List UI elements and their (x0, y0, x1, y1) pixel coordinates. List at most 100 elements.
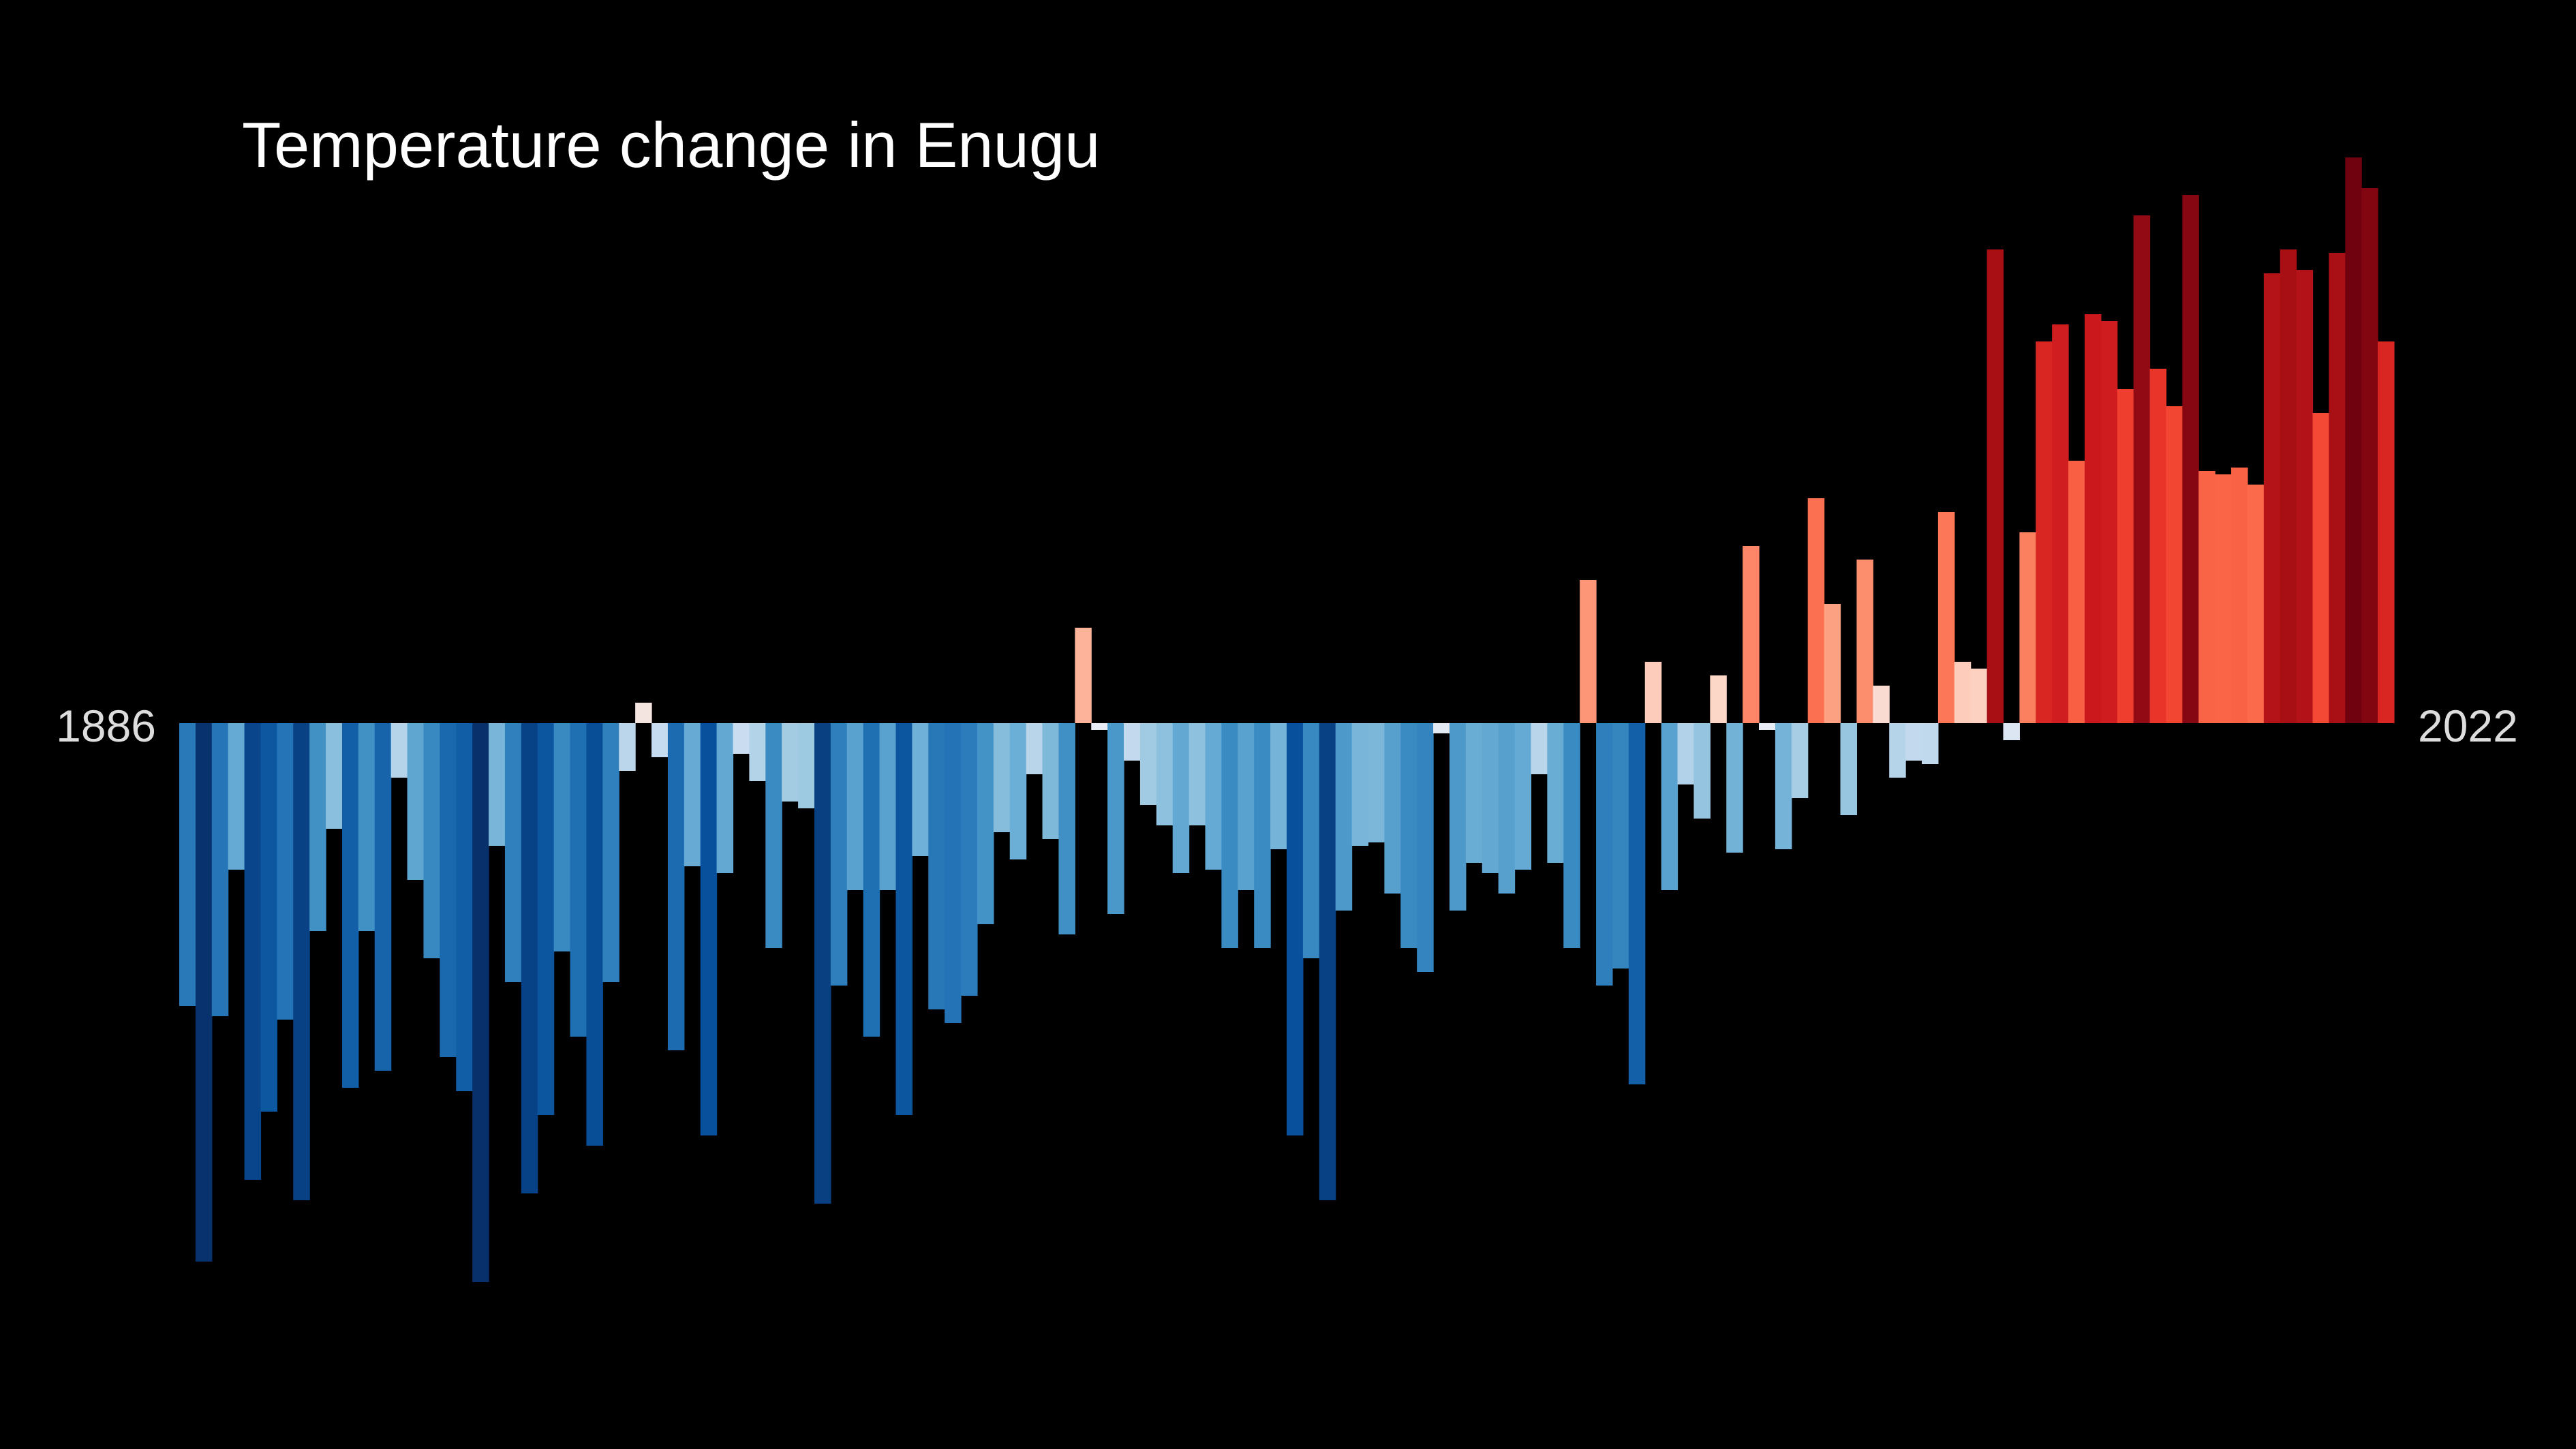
bar-1968 (1514, 723, 1532, 870)
bar-series (179, 157, 2395, 1282)
bar-1891 (260, 723, 277, 1112)
bar-1954 (1287, 723, 1304, 1135)
bar-1965 (1465, 723, 1483, 863)
bar-1945 (1139, 723, 1157, 805)
bar-1942 (1091, 723, 1108, 730)
bar-1923 (782, 723, 799, 802)
bar-1903 (456, 723, 473, 1091)
bar-1899 (390, 723, 408, 778)
bar-1905 (489, 723, 506, 846)
bar-1944 (1124, 723, 1141, 761)
bar-2007 (2149, 369, 2167, 723)
bar-1930 (895, 723, 913, 1115)
bar-1958 (1351, 723, 1369, 846)
bar-1907 (521, 723, 538, 1193)
bar-1977 (1661, 723, 1678, 890)
bar-1941 (1075, 628, 1092, 723)
bar-1953 (1270, 723, 1287, 849)
bar-1898 (374, 723, 392, 1071)
bar-1940 (1058, 723, 1075, 934)
bar-1991 (1889, 723, 1906, 778)
bar-2008 (2166, 406, 2183, 723)
bar-1909 (553, 723, 571, 951)
bar-1976 (1644, 662, 1662, 723)
bar-1914 (635, 703, 652, 723)
bar-2002 (2068, 461, 2085, 723)
bar-1992 (1905, 723, 1922, 761)
bar-1919 (716, 723, 734, 873)
bar-1916 (667, 723, 685, 1050)
bar-1967 (1498, 723, 1516, 894)
bar-2014 (2263, 273, 2281, 723)
bar-1951 (1238, 723, 1255, 890)
bar-1978 (1677, 723, 1695, 784)
bar-1922 (765, 723, 782, 948)
bar-1936 (993, 723, 1011, 832)
bar-1999 (2019, 532, 2036, 723)
bar-1893 (293, 723, 310, 1200)
bar-2016 (2296, 270, 2314, 723)
bar-1994 (1937, 512, 1955, 723)
bar-1993 (1921, 723, 1939, 764)
bar-1896 (341, 723, 359, 1088)
bar-1985 (1791, 723, 1809, 798)
bar-1995 (1954, 662, 1972, 723)
bar-2021 (2378, 341, 2395, 723)
bar-1887 (195, 723, 213, 1262)
bar-1979 (1693, 723, 1711, 819)
bar-1974 (1612, 723, 1629, 968)
bar-1908 (537, 723, 555, 1115)
bar-1890 (244, 723, 262, 1180)
bar-1886 (179, 723, 196, 1006)
bar-2013 (2247, 485, 2265, 723)
bar-1982 (1743, 546, 1760, 723)
bar-1918 (700, 723, 718, 1135)
bar-1986 (1807, 498, 1825, 723)
bar-1937 (1009, 723, 1027, 859)
bar-1996 (1970, 669, 1988, 723)
bar-1984 (1775, 723, 1792, 849)
bar-1981 (1726, 723, 1743, 853)
bar-1980 (1710, 675, 1727, 723)
bar-1988 (1840, 723, 1857, 815)
bar-2006 (2133, 215, 2151, 723)
bar-1924 (798, 723, 815, 808)
bar-1939 (1042, 723, 1060, 839)
bar-1927 (846, 723, 864, 890)
bar-1972 (1580, 580, 1597, 723)
bar-1990 (1873, 686, 1890, 723)
bar-1906 (504, 723, 522, 982)
bar-1915 (651, 723, 669, 757)
chart-title: Temperature change in Enugu (242, 109, 1100, 181)
bar-1998 (2003, 723, 2020, 740)
bar-1956 (1319, 723, 1336, 1200)
bar-2001 (2052, 324, 2069, 723)
bar-1959 (1368, 723, 1385, 842)
bar-1975 (1628, 723, 1646, 1084)
bar-1913 (619, 723, 636, 771)
bar-1964 (1449, 723, 1467, 911)
bar-1950 (1221, 723, 1238, 948)
bar-1902 (440, 723, 457, 1057)
bar-1894 (309, 723, 326, 931)
bar-1928 (863, 723, 880, 1037)
bar-1987 (1824, 604, 1841, 723)
bar-1900 (407, 723, 425, 880)
bar-1971 (1563, 723, 1580, 948)
bar-1931 (912, 723, 929, 856)
bar-1910 (570, 723, 587, 1037)
bar-1920 (733, 723, 750, 754)
bar-2019 (2345, 157, 2362, 723)
bar-2020 (2361, 188, 2378, 723)
bar-2011 (2215, 474, 2232, 723)
bar-1901 (423, 723, 440, 958)
bar-1961 (1400, 723, 1417, 948)
bar-2009 (2182, 195, 2199, 723)
bar-1912 (602, 723, 619, 982)
bar-1933 (945, 723, 962, 1023)
bar-1921 (749, 723, 766, 781)
bar-1938 (1026, 723, 1043, 774)
bar-1948 (1189, 723, 1206, 825)
bar-2003 (2084, 314, 2102, 723)
